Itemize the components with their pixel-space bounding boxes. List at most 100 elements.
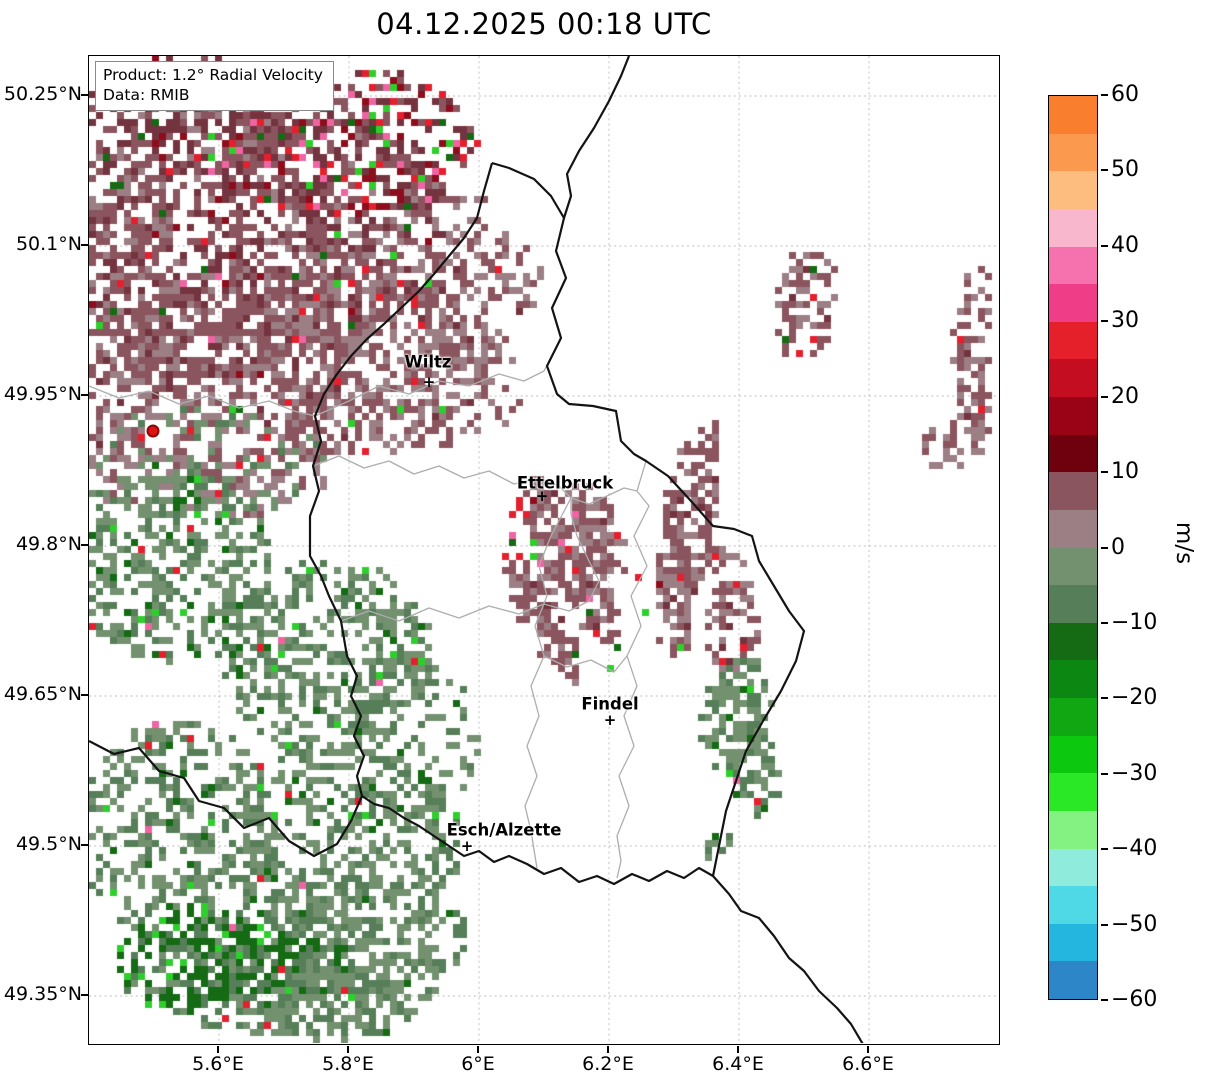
x-tick-label: 5.6°E [192,1053,244,1075]
colorbar-segment [1049,359,1097,397]
city-marker-cross: + [422,373,436,392]
colorbar-segment [1049,622,1097,661]
colorbar-segment [1049,96,1097,134]
colorbar-tick-mark [1101,320,1108,323]
x-tick-mark [737,1046,739,1053]
y-tick-mark [81,244,88,246]
product-info-box: Product: 1.2° Radial Velocity Data: RMIB [95,61,334,112]
map-plot-area: Wiltz + Ettelbruck + Findel + Esch/Alzette + Pr… [88,55,1000,1045]
colorbar-segment [1049,397,1097,435]
colorbar-segment [1049,434,1097,473]
country-border-line [562,56,631,219]
colorbar-tick-label: −20 [1111,685,1158,711]
country-border-line [89,740,364,858]
colorbar-tick-label: 0 [1111,534,1125,560]
x-tick-label: 6.4°E [712,1053,764,1075]
colorbar-unit-label: m/s [1171,521,1198,565]
colorbar-tick-label: 10 [1111,459,1139,485]
colorbar-segment [1049,321,1097,360]
x-tick-label: 6.2°E [582,1053,634,1075]
country-border-line [712,875,864,1043]
colorbar-segment [1049,171,1097,209]
y-tick-mark [81,844,88,846]
colorbar-tick-label: −10 [1111,609,1158,635]
colorbar-segment [1049,923,1097,962]
colorbar-segment [1049,886,1097,924]
y-tick-label: 49.95°N [3,383,82,405]
x-tick-label: 5.8°E [322,1053,374,1075]
x-tick-label: 6°E [461,1053,495,1075]
colorbar-tick-mark [1101,772,1108,775]
city-layer: Wiltz + Ettelbruck + Findel + Esch/Alzette + [89,56,999,1044]
product-label: Product: 1.2° Radial Velocity [103,66,323,84]
colorbar-tick-label: 40 [1111,232,1139,258]
colorbar-tick-mark [1101,94,1108,96]
colorbar-tick-label: 60 [1111,82,1139,107]
colorbar-tick-mark [1101,999,1108,1001]
radar-site-dot [146,424,160,438]
data-source-label: Data: RMIB [103,86,190,105]
colorbar-tick-mark [1101,395,1108,398]
district-border-line [570,487,638,505]
district-border-line [89,385,316,417]
y-tick-label: 49.65°N [3,683,82,705]
colorbar-tick-label: 50 [1111,157,1139,183]
colorbar-segment [1049,735,1097,774]
y-tick-label: 50.1°N [15,233,82,255]
district-border-line [543,655,628,673]
colorbar-tick-label: −60 [1111,987,1158,1012]
colorbar-tick-label: 20 [1111,383,1139,409]
radar-data-canvas [89,56,998,1043]
x-tick-mark [347,1046,349,1053]
colorbar-tick-label: −30 [1111,760,1158,786]
colorbar-tick-label: 30 [1111,308,1139,334]
y-tick-mark [81,544,88,546]
x-tick-mark [867,1046,869,1053]
colorbar-segment [1049,698,1097,736]
colorbar-segment [1049,284,1097,322]
city-label: Findel [581,694,639,714]
colorbar-segment [1049,246,1097,285]
colorbar-segment [1049,660,1097,698]
y-tick-mark [81,994,88,996]
colorbar-tick-mark [1101,169,1108,172]
borders-layer [89,56,864,1043]
y-tick-label: 49.35°N [3,983,82,1005]
y-tick-mark [81,394,88,396]
colorbar-segment [1049,585,1097,623]
colorbar-segment [1049,472,1097,510]
y-tick-label: 50.25°N [3,83,82,105]
district-border-line [314,345,558,417]
city-label: Esch/Alzette [446,820,562,840]
colorbar-tick-label: −50 [1111,911,1158,937]
colorbar-segment [1049,509,1097,548]
x-tick-mark [607,1046,609,1053]
city-marker-cross: + [460,837,474,856]
x-tick-mark [217,1046,219,1053]
y-tick-label: 49.8°N [15,533,82,555]
colorbar-segment [1049,848,1097,887]
colorbar-segment [1049,773,1097,811]
colorbar-segment [1049,208,1097,247]
colorbar-segment [1049,810,1097,849]
colorbar-tick-label: −40 [1111,836,1158,862]
colorbar-segment [1049,961,1097,999]
city-label: Wiltz [404,352,452,372]
colorbar-segment [1049,547,1097,586]
colorbar-tick-mark [1101,621,1108,624]
district-border-line [312,455,572,499]
y-tick-label: 49.5°N [15,833,82,855]
city-label: Ettelbruck [516,473,614,493]
district-border-line [616,460,650,879]
country-border-line [308,161,806,886]
y-tick-mark [81,94,88,96]
city-marker-cross: + [603,711,617,730]
colorbar-tick-mark [1101,923,1108,926]
city-marker-cross: + [535,487,549,506]
colorbar-tick-mark [1101,244,1108,247]
district-border-line [524,497,572,869]
colorbar-tick-mark [1101,697,1108,700]
x-tick-label: 6.6°E [842,1053,894,1075]
colorbar-tick-mark [1101,471,1108,474]
colorbar-segment [1049,133,1097,172]
